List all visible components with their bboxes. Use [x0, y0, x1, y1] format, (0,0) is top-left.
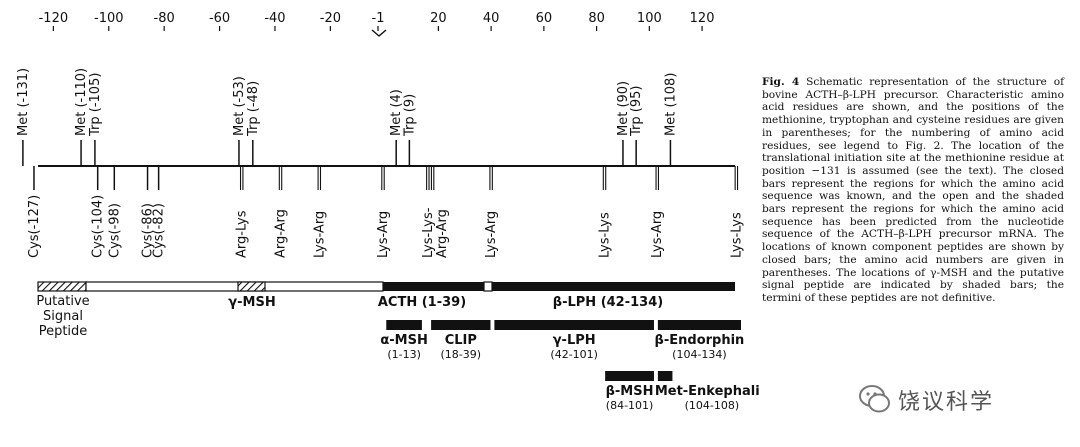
n-terminal-open-bar	[85, 281, 384, 292]
upper-marker-label: Trp (9)	[402, 94, 417, 137]
axis-tick-label: 120	[690, 11, 715, 26]
peptide-range: (104-134)	[672, 348, 727, 361]
lower-marker-label: Cys(-104)	[91, 195, 106, 258]
acth-label: ACTH (1-39)	[378, 295, 466, 310]
axis-tick-label: 100	[637, 11, 662, 26]
axis-tick-label: 80	[588, 11, 605, 26]
lower-marker-label: Lys-Lys	[598, 212, 613, 258]
peptide-range: (84-101)	[606, 399, 654, 412]
peptide-range: (1-13)	[387, 348, 421, 361]
gap-open-bar	[483, 281, 493, 292]
peptide-name: CLIP	[445, 333, 477, 348]
beta-lph-label: β-LPH (42-134)	[553, 295, 663, 310]
peptide-range: (18-39)	[441, 348, 482, 361]
lower-marker-label: Lys-Arg	[312, 211, 327, 258]
signal-label-2: Signal	[43, 309, 83, 324]
lower-marker-label-2: Arg-Arg	[435, 209, 450, 258]
caption-text: Schematic representation of the structur…	[762, 76, 1064, 304]
gamma-msh-shaded-bar	[237, 281, 266, 292]
peptide-name: β-Endorphin	[655, 333, 745, 348]
upper-marker-label: Met (-131)	[16, 68, 31, 136]
axis-tick-label: -40	[264, 11, 285, 26]
peptide-name: α-MSH	[380, 333, 428, 348]
peptide-bar	[605, 371, 654, 381]
upper-marker-label: Met (-53)	[232, 76, 247, 136]
peptide-bar	[431, 320, 491, 330]
peptide-name: β-MSH	[606, 384, 654, 399]
upper-marker-label: Met (108)	[663, 73, 678, 136]
precursor-bar	[37, 281, 735, 292]
axis-tick-label: 60	[536, 11, 553, 26]
peptide-bar	[657, 371, 673, 381]
axis-tick-label: -60	[209, 11, 230, 26]
caption-fig-label: Fig. 4	[762, 76, 800, 88]
upper-marker-label: Trp (-48)	[246, 81, 261, 137]
signal-label: Putative	[36, 294, 89, 309]
axis-tick-label: 40	[483, 11, 500, 26]
lower-marker-label: Cys(-98)	[107, 203, 122, 258]
gamma-msh-label: γ-MSH	[228, 295, 275, 310]
upper-marker-label: Trp (-105)	[88, 73, 103, 137]
axis-tick-label: -80	[154, 11, 175, 26]
lower-marker-label: Arg-Lys	[235, 210, 250, 258]
figure-caption: Fig. 4 Schematic representation of the s…	[762, 76, 1064, 305]
peptide-name: Met-Enkephalin	[655, 384, 760, 399]
acth-closed-bar	[383, 282, 484, 291]
component-peptides: α-MSH(1-13) CLIP(18-39) γ-LPH(42-101) β-End…	[380, 320, 760, 412]
upper-marker-label: Trp (95)	[629, 86, 644, 137]
beta-lph-closed-bar	[492, 282, 735, 291]
lower-marker-label: Cys(-86)	[141, 203, 156, 258]
peptide-bar	[494, 320, 654, 330]
signal-label-3: Peptide	[39, 324, 88, 339]
lower-marker-label: Lys-Arg	[376, 211, 391, 258]
lower-marker-label: Lys-Arg	[484, 211, 499, 258]
lower-marker-label: Lys-Lys	[729, 212, 744, 258]
axis-tick-label: 20	[430, 11, 447, 26]
peptide-name: γ-LPH	[553, 333, 596, 348]
upper-marker-label: Met (90)	[616, 81, 631, 136]
peptide-range: (42-101)	[550, 348, 598, 361]
wechat-icon	[859, 385, 890, 413]
precursor-diagram: -120 -100 -80 -60 -40 -20 -1 20 40 60 80 100 120 Met…	[16, 11, 760, 412]
lower-marker-label: Cys(-82)	[152, 203, 167, 258]
axis-tick-label: -20	[320, 11, 341, 26]
peptide-bar	[386, 320, 422, 330]
lower-marker-label: Cys(-127)	[27, 195, 42, 258]
lower-residue-markers: Cys(-127) Cys(-104) Cys(-98) Cys(-86)Cys(-8…	[27, 166, 744, 258]
axis-break-mark	[371, 29, 387, 37]
axis-tick-label: -100	[94, 11, 124, 26]
upper-residue-markers: Met (-131) Met (-110)Trp (-105) Met (-53)T…	[16, 68, 678, 166]
lower-marker-label: Lys-Lys-	[421, 207, 436, 258]
lower-marker-label: Lys-Arg	[650, 211, 665, 258]
watermark-text: 饶议科学	[898, 390, 995, 415]
upper-marker-label: Met (-110)	[74, 68, 89, 136]
upper-marker-label: Met (4)	[389, 89, 404, 136]
lower-marker-label: Arg-Arg	[274, 209, 289, 258]
peptide-bar	[657, 320, 741, 330]
peptide-range: (104-108)	[685, 399, 740, 412]
axis-tick-label: -120	[39, 11, 69, 26]
axis-tick-label: -1	[372, 11, 385, 26]
axis-tick-labels: -120 -100 -80 -60 -40 -20 -1 20 40 60 80 100 120	[39, 11, 715, 37]
signal-peptide-shaded-bar	[37, 281, 87, 292]
